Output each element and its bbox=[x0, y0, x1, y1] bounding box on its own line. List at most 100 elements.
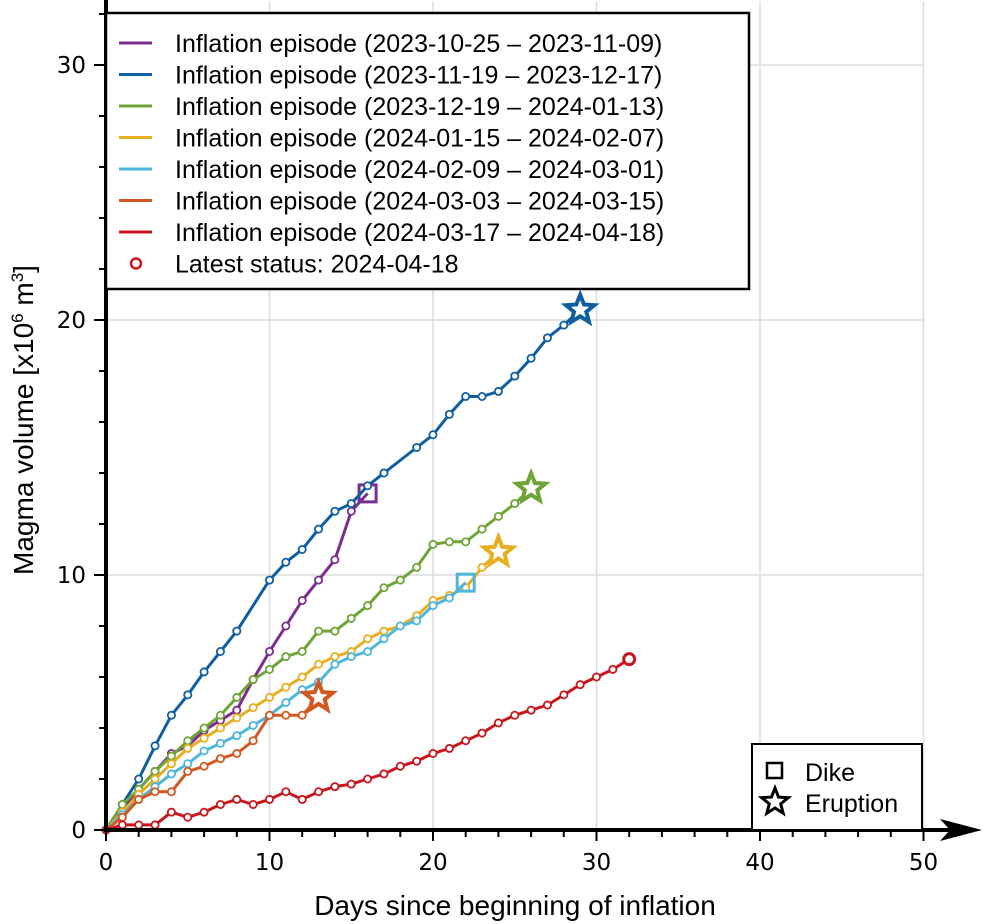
data-point bbox=[150, 820, 160, 830]
data-point bbox=[444, 593, 454, 603]
data-point bbox=[428, 601, 438, 611]
marker-legend: Dike Eruption bbox=[751, 743, 923, 831]
data-point bbox=[477, 562, 487, 572]
data-point bbox=[412, 442, 422, 452]
legend-entry-label: Inflation episode (2024-01-15 – 2024-02-… bbox=[175, 125, 664, 153]
data-point bbox=[264, 794, 274, 804]
data-point bbox=[363, 774, 373, 784]
legend-entry-label: Inflation episode (2023-10-25 – 2023-11-… bbox=[175, 30, 662, 58]
data-point bbox=[330, 659, 340, 669]
data-point bbox=[183, 812, 193, 822]
y-axis-title-sup1: 6 bbox=[8, 313, 27, 322]
series-7 bbox=[101, 652, 637, 835]
data-point bbox=[477, 524, 487, 534]
data-point bbox=[428, 749, 438, 759]
data-point bbox=[166, 787, 176, 797]
data-point bbox=[215, 738, 225, 748]
x-tick-label: 10 bbox=[255, 850, 284, 876]
data-point bbox=[215, 710, 225, 720]
data-point bbox=[510, 499, 520, 509]
data-point bbox=[330, 555, 340, 565]
legend-entry-label: Inflation episode (2023-11-19 – 2023-12-… bbox=[175, 62, 662, 90]
data-point bbox=[199, 733, 209, 743]
y-tick-label: 0 bbox=[71, 818, 86, 844]
data-point bbox=[232, 794, 242, 804]
data-point bbox=[166, 751, 176, 761]
y-axis-title-prefix: Magma volume [x10 bbox=[8, 323, 39, 575]
data-point bbox=[232, 705, 242, 715]
data-point bbox=[199, 807, 209, 817]
data-point bbox=[575, 680, 585, 690]
data-point bbox=[330, 652, 340, 662]
data-point bbox=[314, 575, 324, 585]
data-point bbox=[330, 782, 340, 792]
data-point bbox=[346, 613, 356, 623]
series-3 bbox=[101, 467, 551, 835]
data-point bbox=[232, 692, 242, 702]
data-point bbox=[215, 647, 225, 657]
data-point bbox=[199, 667, 209, 677]
data-point bbox=[150, 766, 160, 776]
data-point bbox=[395, 575, 405, 585]
data-point bbox=[330, 626, 340, 636]
data-point bbox=[559, 690, 569, 700]
eruption-legend-icon bbox=[757, 783, 793, 817]
data-point bbox=[379, 583, 389, 593]
data-point bbox=[493, 718, 503, 728]
data-point bbox=[395, 761, 405, 771]
eruption-marker-icon bbox=[560, 289, 600, 327]
data-point bbox=[346, 506, 356, 516]
x-tick-label: 20 bbox=[418, 850, 447, 876]
data-point bbox=[248, 720, 258, 730]
data-point bbox=[117, 800, 127, 810]
legend-entry-label: Inflation episode (2023-12-19 – 2024-01-… bbox=[175, 93, 664, 121]
data-point bbox=[510, 371, 520, 381]
data-point bbox=[363, 634, 373, 644]
data-point bbox=[248, 736, 258, 746]
data-point bbox=[297, 545, 307, 555]
data-point bbox=[510, 710, 520, 720]
legend-entry-label: Inflation episode (2024-02-09 – 2024-03-… bbox=[175, 156, 664, 184]
data-point bbox=[134, 820, 144, 830]
data-point bbox=[297, 596, 307, 606]
data-point bbox=[542, 333, 552, 343]
data-point bbox=[493, 386, 503, 396]
data-point bbox=[526, 705, 536, 715]
data-point bbox=[199, 746, 209, 756]
data-point bbox=[183, 690, 193, 700]
data-point bbox=[314, 787, 324, 797]
data-point bbox=[461, 391, 471, 401]
data-point bbox=[215, 723, 225, 733]
data-point bbox=[379, 468, 389, 478]
data-point bbox=[542, 700, 552, 710]
data-point bbox=[183, 736, 193, 746]
dike-legend-label: Dike bbox=[805, 759, 855, 787]
data-point bbox=[444, 409, 454, 419]
data-point bbox=[264, 692, 274, 702]
data-point bbox=[461, 736, 471, 746]
data-point bbox=[477, 728, 487, 738]
data-point bbox=[444, 537, 454, 547]
data-point bbox=[493, 511, 503, 521]
y-axis-title-sup2: 3 bbox=[8, 273, 27, 282]
dike-marker-icon bbox=[455, 572, 476, 593]
data-point bbox=[166, 807, 176, 817]
x-tick-label: 30 bbox=[582, 850, 611, 876]
series-2 bbox=[101, 289, 600, 835]
data-point bbox=[346, 652, 356, 662]
data-point bbox=[183, 759, 193, 769]
data-point bbox=[248, 800, 258, 810]
data-point bbox=[166, 769, 176, 779]
legend-entry-label: Inflation episode (2024-03-03 – 2024-03-… bbox=[175, 188, 664, 216]
data-point bbox=[314, 626, 324, 636]
data-point bbox=[248, 703, 258, 713]
data-point bbox=[346, 779, 356, 789]
legend-entry-label: Inflation episode (2024-03-17 – 2024-04-… bbox=[175, 219, 664, 247]
marker-legend-box bbox=[751, 743, 923, 831]
x-axis-arrow-icon bbox=[940, 819, 982, 841]
data-point bbox=[281, 621, 291, 631]
y-axis-title-mid: m bbox=[8, 282, 39, 313]
data-point bbox=[608, 664, 618, 674]
data-point bbox=[232, 749, 242, 759]
data-point bbox=[297, 672, 307, 682]
